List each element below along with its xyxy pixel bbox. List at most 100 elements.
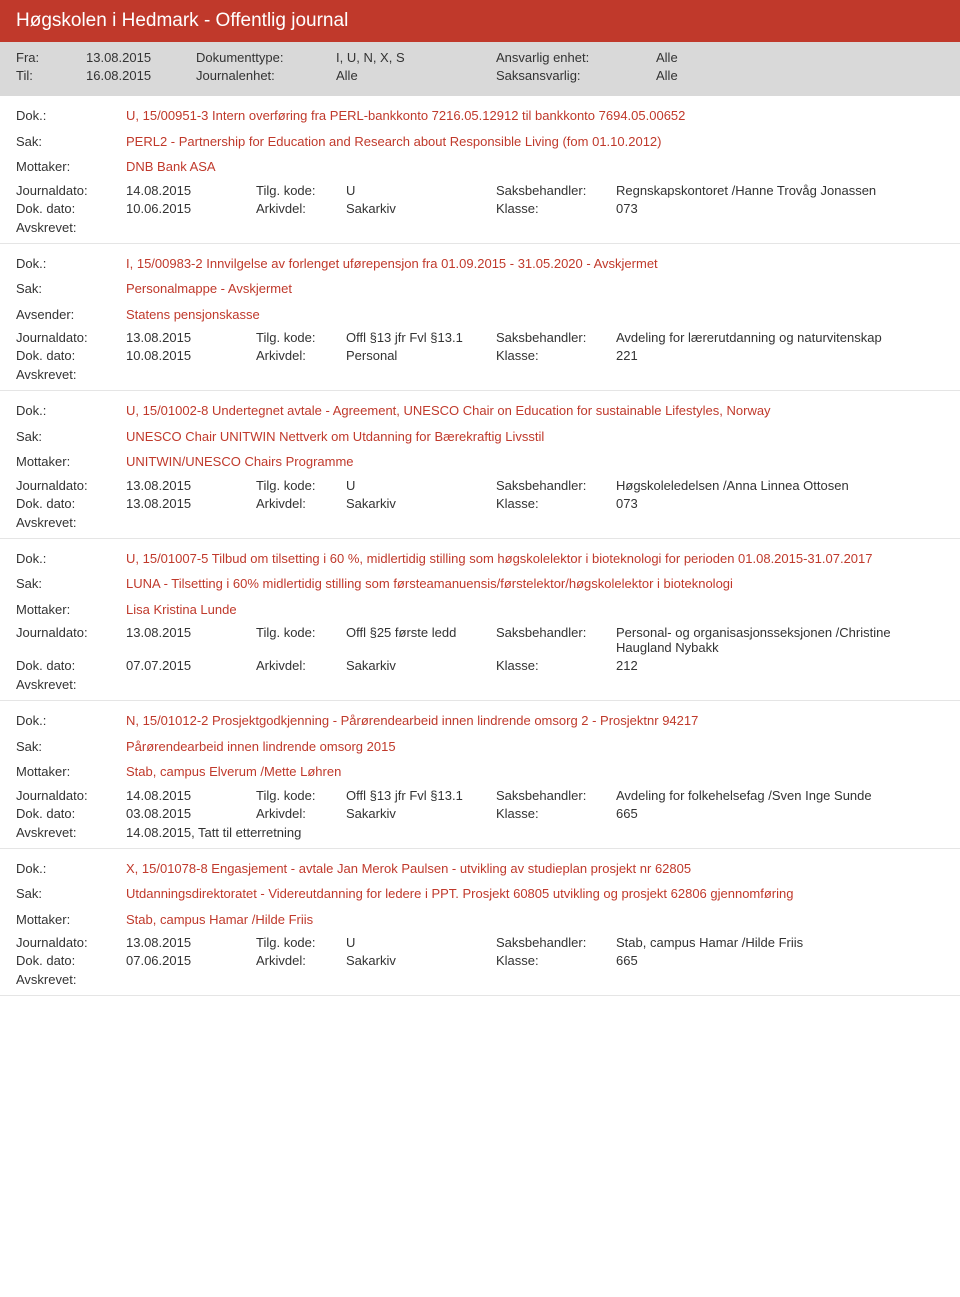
arkivdel-label: Arkivdel: xyxy=(256,348,346,363)
avskrevet-value xyxy=(126,220,944,235)
journaldato-label: Journaldato: xyxy=(16,788,126,803)
ansvarlig-value: Alle xyxy=(656,50,944,65)
party-value: Lisa Kristina Lunde xyxy=(126,600,944,620)
dok-label: Dok.: xyxy=(16,254,126,274)
arkivdel-label: Arkivdel: xyxy=(256,953,346,968)
ansvarlig-label: Ansvarlig enhet: xyxy=(496,50,656,65)
dok-label: Dok.: xyxy=(16,859,126,879)
sak-label: Sak: xyxy=(16,574,126,594)
klasse-label: Klasse: xyxy=(496,496,616,511)
avskrevet-label: Avskrevet: xyxy=(16,220,126,235)
journaldato-label: Journaldato: xyxy=(16,183,126,198)
fra-label: Fra: xyxy=(16,50,86,65)
tilgkode-label: Tilg. kode: xyxy=(256,330,346,345)
fra-value: 13.08.2015 xyxy=(86,50,196,65)
saksbehandler-label: Saksbehandler: xyxy=(496,788,616,803)
party-label: Avsender: xyxy=(16,305,126,325)
journal-entry: Dok.: I, 15/00983-2 Innvilgelse av forle… xyxy=(0,244,960,392)
avskrevet-label: Avskrevet: xyxy=(16,367,126,382)
tilgkode-label: Tilg. kode: xyxy=(256,478,346,493)
dokdato-value: 13.08.2015 xyxy=(126,496,256,511)
journaldato-value: 14.08.2015 xyxy=(126,183,256,198)
journal-entry: Dok.: U, 15/00951-3 Intern overføring fr… xyxy=(0,96,960,244)
dokdato-label: Dok. dato: xyxy=(16,496,126,511)
dokdato-label: Dok. dato: xyxy=(16,806,126,821)
journalenhet-value: Alle xyxy=(336,68,496,83)
tilgkode-label: Tilg. kode: xyxy=(256,625,346,655)
dok-value: I, 15/00983-2 Innvilgelse av forlenget u… xyxy=(126,254,944,274)
journal-entry: Dok.: X, 15/01078-8 Engasjement - avtale… xyxy=(0,849,960,997)
page-title: Høgskolen i Hedmark - Offentlig journal xyxy=(16,10,348,31)
klasse-value: 665 xyxy=(616,806,944,821)
klasse-label: Klasse: xyxy=(496,806,616,821)
dokumenttype-value: I, U, N, X, S xyxy=(336,50,496,65)
saksansvarlig-value: Alle xyxy=(656,68,944,83)
party-label: Mottaker: xyxy=(16,600,126,620)
tilgkode-value: U xyxy=(346,478,496,493)
klasse-value: 212 xyxy=(616,658,944,673)
saksbehandler-label: Saksbehandler: xyxy=(496,183,616,198)
dok-label: Dok.: xyxy=(16,106,126,126)
dokdato-label: Dok. dato: xyxy=(16,348,126,363)
sak-value: UNESCO Chair UNITWIN Nettverk om Utdanni… xyxy=(126,427,944,447)
klasse-value: 073 xyxy=(616,496,944,511)
journaldato-label: Journaldato: xyxy=(16,935,126,950)
journaldato-label: Journaldato: xyxy=(16,625,126,655)
klasse-label: Klasse: xyxy=(496,201,616,216)
klasse-value: 665 xyxy=(616,953,944,968)
journaldato-value: 13.08.2015 xyxy=(126,935,256,950)
avskrevet-label: Avskrevet: xyxy=(16,972,126,987)
til-label: Til: xyxy=(16,68,86,83)
dokdato-label: Dok. dato: xyxy=(16,658,126,673)
avskrevet-value xyxy=(126,677,944,692)
avskrevet-value xyxy=(126,515,944,530)
saksbehandler-value: Stab, campus Hamar /Hilde Friis xyxy=(616,935,944,950)
party-value: Stab, campus Hamar /Hilde Friis xyxy=(126,910,944,930)
tilgkode-value: U xyxy=(346,183,496,198)
saksbehandler-value: Personal- og organisasjonsseksjonen /Chr… xyxy=(616,625,944,655)
sak-value: Pårørendearbeid innen lindrende omsorg 2… xyxy=(126,737,944,757)
arkivdel-value: Sakarkiv xyxy=(346,806,496,821)
meta-bar: Fra: 13.08.2015 Dokumenttype: I, U, N, X… xyxy=(0,42,960,96)
journaldato-label: Journaldato: xyxy=(16,478,126,493)
journaldato-value: 13.08.2015 xyxy=(126,478,256,493)
saksbehandler-value: Regnskapskontoret /Hanne Trovåg Jonassen xyxy=(616,183,944,198)
arkivdel-label: Arkivdel: xyxy=(256,201,346,216)
tilgkode-value: Offl §13 jfr Fvl §13.1 xyxy=(346,330,496,345)
dok-label: Dok.: xyxy=(16,549,126,569)
dok-value: U, 15/01007-5 Tilbud om tilsetting i 60 … xyxy=(126,549,944,569)
sak-label: Sak: xyxy=(16,427,126,447)
saksbehandler-label: Saksbehandler: xyxy=(496,330,616,345)
party-value: UNITWIN/UNESCO Chairs Programme xyxy=(126,452,944,472)
journal-entry: Dok.: U, 15/01002-8 Undertegnet avtale -… xyxy=(0,391,960,539)
dok-label: Dok.: xyxy=(16,711,126,731)
dok-value: U, 15/01002-8 Undertegnet avtale - Agree… xyxy=(126,401,944,421)
arkivdel-value: Sakarkiv xyxy=(346,658,496,673)
party-value: Statens pensjonskasse xyxy=(126,305,944,325)
sak-value: PERL2 - Partnership for Education and Re… xyxy=(126,132,944,152)
arkivdel-value: Personal xyxy=(346,348,496,363)
party-value: Stab, campus Elverum /Mette Løhren xyxy=(126,762,944,782)
sak-label: Sak: xyxy=(16,132,126,152)
saksbehandler-label: Saksbehandler: xyxy=(496,935,616,950)
dok-value: N, 15/01012-2 Prosjektgodkjenning - Pårø… xyxy=(126,711,944,731)
tilgkode-label: Tilg. kode: xyxy=(256,788,346,803)
sak-label: Sak: xyxy=(16,737,126,757)
journalenhet-label: Journalenhet: xyxy=(196,68,336,83)
arkivdel-value: Sakarkiv xyxy=(346,201,496,216)
dokumenttype-label: Dokumenttype: xyxy=(196,50,336,65)
sak-label: Sak: xyxy=(16,279,126,299)
journaldato-value: 13.08.2015 xyxy=(126,330,256,345)
klasse-value: 221 xyxy=(616,348,944,363)
avskrevet-value xyxy=(126,972,944,987)
avskrevet-label: Avskrevet: xyxy=(16,825,126,840)
dokdato-value: 03.08.2015 xyxy=(126,806,256,821)
tilgkode-value: U xyxy=(346,935,496,950)
sak-label: Sak: xyxy=(16,884,126,904)
page-header: Høgskolen i Hedmark - Offentlig journal xyxy=(0,0,960,42)
tilgkode-label: Tilg. kode: xyxy=(256,935,346,950)
saksbehandler-value: Avdeling for lærerutdanning og naturvite… xyxy=(616,330,944,345)
party-label: Mottaker: xyxy=(16,910,126,930)
arkivdel-value: Sakarkiv xyxy=(346,496,496,511)
dokdato-value: 07.07.2015 xyxy=(126,658,256,673)
